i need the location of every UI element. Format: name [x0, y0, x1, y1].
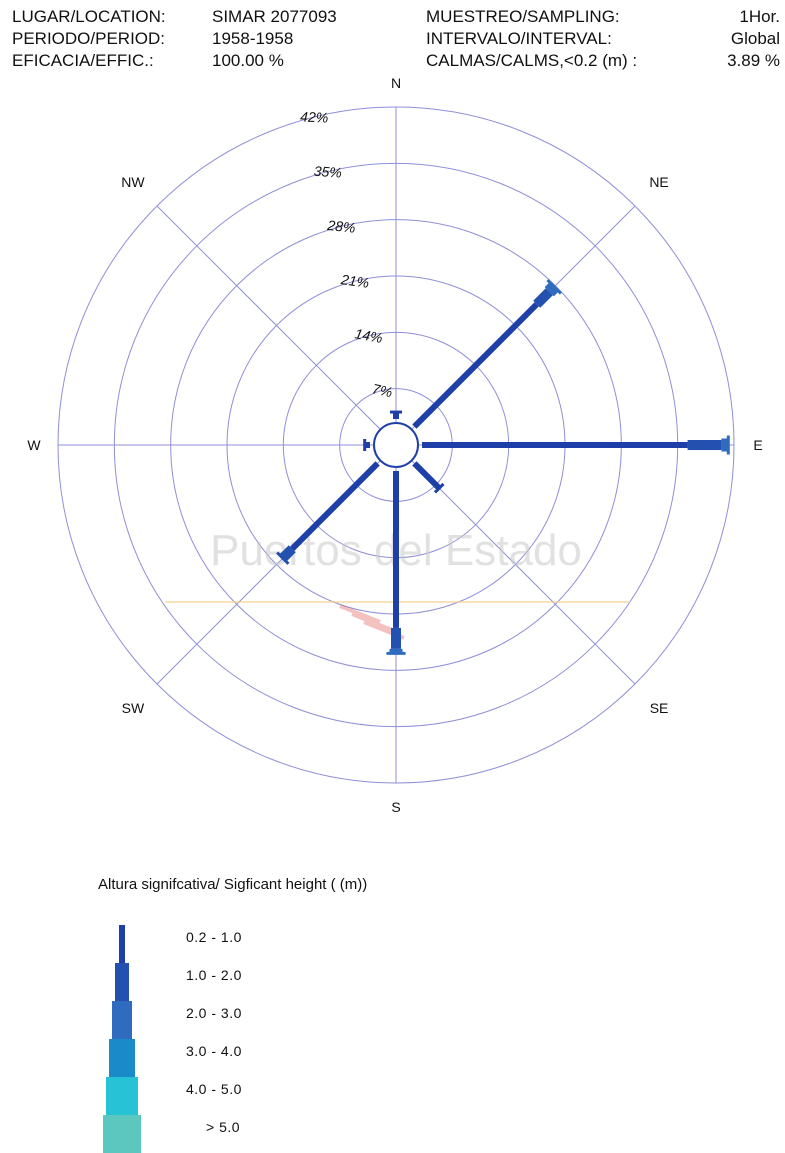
- bar-cap-w: [363, 439, 367, 451]
- direction-label-e: E: [753, 437, 762, 453]
- bar-e-class-3: [721, 438, 728, 452]
- bar-se-class-1: [412, 461, 441, 490]
- legend-swatch-4: [109, 1039, 135, 1077]
- ring-label: 28%: [326, 217, 357, 236]
- direction-label-w: W: [27, 437, 41, 453]
- bar-sw-class-1: [290, 461, 380, 551]
- bar-cap-sw: [276, 551, 290, 565]
- direction-label-sw: SW: [122, 700, 145, 716]
- legend-swatch-6: [103, 1115, 141, 1153]
- legend-label-4: 3.0 - 4.0: [186, 1043, 242, 1059]
- legend-swatch-5: [106, 1077, 138, 1115]
- period-value: 1958-1958: [212, 29, 294, 48]
- bar-n-class-1: [393, 412, 399, 419]
- efficacy-value: 100.00 %: [212, 51, 284, 70]
- direction-label-ne: NE: [649, 174, 668, 190]
- calms-label: CALMAS/CALMS,<0.2 (m) :: [426, 51, 638, 70]
- bar-cap-se: [433, 482, 445, 494]
- legend-title: Altura signifcativa/ Sigficant height ( …: [98, 876, 368, 893]
- direction-label-s: S: [391, 799, 400, 815]
- direction-label-n: N: [391, 75, 401, 91]
- period-label: PERIODO/PERIOD:: [12, 29, 166, 48]
- calm-circle: [373, 422, 419, 468]
- interval-label: INTERVALO/INTERVAL:: [426, 29, 612, 48]
- efficacy-label: EFICACIA/EFFIC.:: [12, 51, 154, 70]
- legend-swatch-3: [112, 1001, 132, 1039]
- bar-w-class-1: [365, 442, 370, 448]
- bar-s-class-3: [389, 648, 403, 653]
- bar-cap-n: [390, 410, 402, 414]
- ring-label: 14%: [354, 325, 384, 346]
- grid-spoke: [156, 205, 397, 446]
- direction-label-nw: NW: [121, 174, 145, 190]
- ring-label: 35%: [313, 163, 342, 181]
- location-value: SIMAR 2077093: [212, 7, 337, 26]
- bar-s-class-1: [393, 471, 399, 628]
- legend-label-6: > 5.0: [206, 1119, 241, 1135]
- bar-e-class-1: [422, 442, 688, 448]
- location-label: LUGAR/LOCATION:: [12, 7, 166, 26]
- legend-swatch-1: [119, 925, 125, 963]
- rose-bars: [276, 279, 730, 655]
- header-right: MUESTREO/SAMPLING: 1Hor. INTERVALO/INTERV…: [426, 6, 780, 72]
- bar-cap-ne: [546, 279, 562, 295]
- ring-label: 7%: [371, 380, 394, 400]
- calms-value: 3.89 %: [727, 51, 780, 70]
- ring-label: 21%: [339, 271, 370, 291]
- legend: [103, 925, 141, 1153]
- legend-swatch-2: [115, 963, 129, 1001]
- ring-label: 42%: [300, 109, 329, 126]
- bar-ne-class-1: [412, 302, 539, 429]
- sampling-label: MUESTREO/SAMPLING:: [426, 7, 620, 26]
- interval-value: Global: [730, 29, 780, 48]
- header-left: LUGAR/LOCATION: SIMAR 2077093 PERIODO/PER…: [12, 6, 337, 72]
- legend-label-1: 0.2 - 1.0: [186, 929, 242, 945]
- bar-cap-e: [726, 435, 730, 455]
- bar-cap-s: [386, 651, 406, 655]
- legend-label-3: 2.0 - 3.0: [186, 1005, 242, 1021]
- legend-label-2: 1.0 - 2.0: [186, 967, 242, 983]
- sampling-value: 1Hor.: [739, 7, 780, 26]
- bar-ne-class-2: [533, 288, 553, 308]
- bar-e-class-2: [687, 440, 722, 450]
- bar-ne-class-3: [544, 282, 559, 297]
- bar-s-class-2: [391, 627, 401, 649]
- direction-label-se: SE: [650, 700, 669, 716]
- legend-label-5: 4.0 - 5.0: [186, 1081, 242, 1097]
